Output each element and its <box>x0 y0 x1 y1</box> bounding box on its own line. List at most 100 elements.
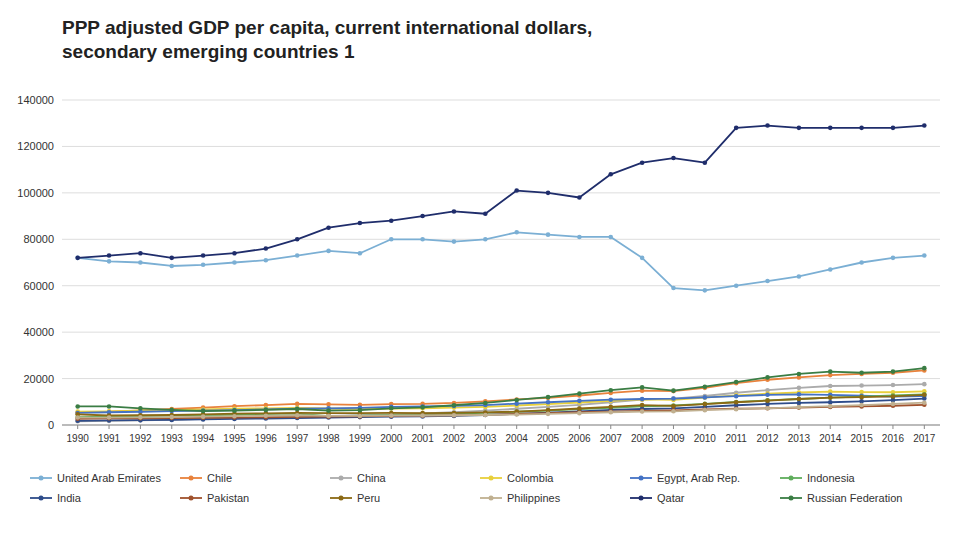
series-marker <box>201 408 206 413</box>
series-marker <box>577 411 582 416</box>
x-tick-label: 1998 <box>317 433 340 444</box>
series-marker <box>389 413 394 418</box>
series-marker <box>358 408 363 413</box>
series-marker <box>734 406 739 411</box>
series-marker <box>107 416 112 421</box>
series-marker <box>922 366 927 371</box>
series-marker <box>232 408 237 413</box>
series-marker <box>734 400 739 405</box>
x-tick-label: 1992 <box>129 433 152 444</box>
x-tick <box>767 425 768 429</box>
series-marker <box>358 221 363 226</box>
x-tick-label: 2008 <box>631 433 654 444</box>
series-marker <box>452 414 457 419</box>
grid-line <box>62 100 940 101</box>
legend-marker <box>39 496 44 501</box>
series-marker <box>765 406 770 411</box>
x-tick-label: 1999 <box>349 433 372 444</box>
series-marker <box>264 408 269 413</box>
series-marker <box>483 211 488 216</box>
x-tick <box>548 425 549 429</box>
legend-label: Qatar <box>657 492 685 504</box>
legend-item: Qatar <box>630 492 685 504</box>
x-tick <box>798 425 799 429</box>
series-marker <box>577 391 582 396</box>
series-marker <box>169 408 174 413</box>
x-tick <box>265 425 266 429</box>
legend-label: Egypt, Arab Rep. <box>657 472 740 484</box>
series-marker <box>640 403 645 408</box>
x-tick <box>892 425 893 429</box>
legend-marker <box>489 496 494 501</box>
series-marker <box>138 251 143 256</box>
legend-label: India <box>57 492 82 504</box>
legend-item: Colombia <box>480 472 554 484</box>
series-marker <box>201 263 206 268</box>
x-tick-label: 2011 <box>725 433 747 444</box>
series-marker <box>797 126 802 131</box>
series-marker <box>765 398 770 403</box>
x-tick <box>359 425 360 429</box>
y-tick-label: 140000 <box>17 94 54 106</box>
series-marker <box>420 405 425 410</box>
series <box>75 392 926 415</box>
x-tick-label: 1996 <box>255 433 278 444</box>
series-marker <box>859 383 864 388</box>
x-tick-label: 2005 <box>537 433 560 444</box>
series-marker <box>828 267 833 272</box>
series-marker <box>514 412 519 417</box>
series-marker <box>703 160 708 165</box>
x-tick-label: 2016 <box>882 433 905 444</box>
series-line <box>78 368 925 411</box>
series-marker <box>420 413 425 418</box>
legend-marker <box>789 496 794 501</box>
x-tick <box>610 425 611 429</box>
grid-line <box>62 378 940 379</box>
series-marker <box>358 251 363 256</box>
series-marker <box>859 403 864 408</box>
legend-label: Pakistan <box>207 492 249 504</box>
x-tick <box>861 425 862 429</box>
y-tick-label: 60000 <box>23 280 54 292</box>
series-marker <box>138 415 143 420</box>
x-axis-line <box>62 425 940 426</box>
series <box>75 400 926 419</box>
series-marker <box>891 383 896 388</box>
series <box>75 396 926 423</box>
x-tick <box>516 425 517 429</box>
legend-label: China <box>357 472 387 484</box>
x-tick-label: 2004 <box>506 433 529 444</box>
series-marker <box>922 253 927 258</box>
series-marker <box>326 408 331 413</box>
series-marker <box>452 239 457 244</box>
series-marker <box>75 415 80 420</box>
series-marker <box>546 191 551 196</box>
series-marker <box>452 209 457 214</box>
series-marker <box>765 375 770 380</box>
series-marker <box>734 407 739 412</box>
series-marker <box>577 406 582 411</box>
series <box>75 366 926 414</box>
series-marker <box>358 414 363 419</box>
legend-item: Egypt, Arab Rep. <box>630 472 740 484</box>
x-tick <box>297 425 298 429</box>
series-marker <box>734 400 739 405</box>
x-tick <box>203 425 204 429</box>
x-tick <box>924 425 925 429</box>
series-marker <box>828 404 833 409</box>
series-marker <box>107 259 112 264</box>
series-marker <box>608 388 613 393</box>
y-tick-label: 40000 <box>23 326 54 338</box>
series <box>75 230 926 293</box>
x-tick <box>704 425 705 429</box>
series-marker <box>608 235 613 240</box>
series-marker <box>295 237 300 242</box>
series-marker <box>138 260 143 265</box>
grid <box>62 100 940 425</box>
series-marker <box>514 188 519 193</box>
series-marker <box>452 413 457 418</box>
y-tick-label: 100000 <box>17 187 54 199</box>
series-marker <box>828 384 833 389</box>
plot-area <box>75 123 926 423</box>
x-tick <box>140 425 141 429</box>
